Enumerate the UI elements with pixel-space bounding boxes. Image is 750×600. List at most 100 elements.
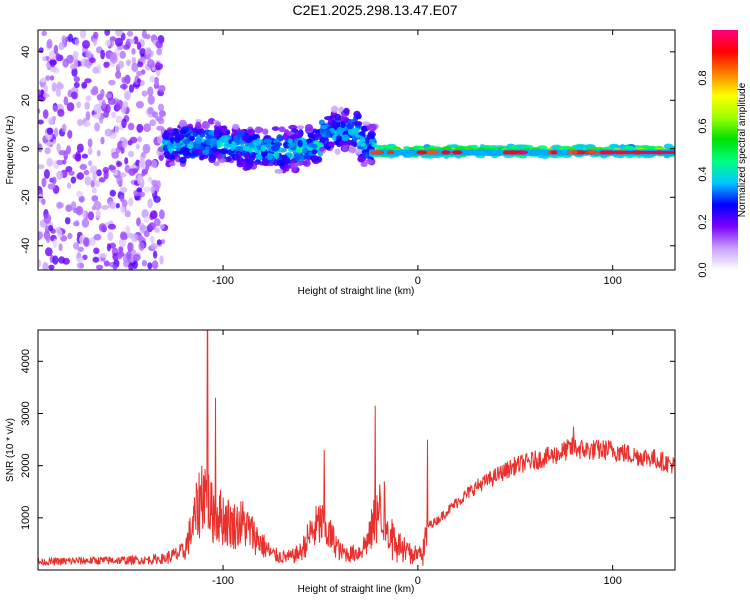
spectrogram-cell bbox=[43, 93, 50, 98]
spectrogram-cell bbox=[103, 260, 110, 267]
spectrogram-cell bbox=[156, 47, 163, 56]
spectrogram-cell bbox=[147, 59, 155, 68]
spectrogram-cell bbox=[42, 261, 49, 270]
spectrogram-cell bbox=[41, 198, 46, 205]
spectrogram-cell bbox=[159, 224, 165, 230]
spectrogram-cell bbox=[73, 76, 81, 83]
spectrogram-cell bbox=[283, 156, 291, 165]
spectrogram-cell bbox=[236, 150, 243, 159]
spectrogram-cell bbox=[207, 118, 216, 125]
spectrogram-cell bbox=[42, 109, 49, 119]
spectrogram-peak-cell bbox=[571, 150, 578, 155]
spectrogram-cell bbox=[210, 137, 218, 144]
spectrogram-cell bbox=[192, 150, 200, 156]
spectrogram-cell bbox=[52, 105, 58, 112]
snr-x-tick-label: 0 bbox=[415, 575, 421, 587]
spectrogram-cell bbox=[152, 111, 159, 118]
spectrogram-cell bbox=[352, 141, 358, 148]
spectrogram-cell bbox=[76, 172, 84, 180]
spectrogram-peak-cell bbox=[502, 150, 510, 155]
spectrogram-cell bbox=[137, 78, 141, 84]
spectrogram-cell bbox=[131, 56, 137, 65]
spectrogram-cell bbox=[92, 66, 99, 74]
spectrogram-cell bbox=[83, 237, 90, 247]
spectrogram-cell bbox=[66, 102, 75, 112]
spectrogram-cell bbox=[43, 169, 50, 179]
spectrogram-cell bbox=[52, 115, 57, 122]
spectrogram-cell bbox=[124, 74, 131, 85]
spectrogram-cell bbox=[157, 117, 165, 125]
spectrogram-cell bbox=[70, 176, 77, 184]
spectrogram-cell bbox=[72, 207, 81, 214]
spectrogram-cell bbox=[106, 243, 111, 252]
spectrogram-cell bbox=[52, 176, 57, 185]
spectrogram-cell bbox=[38, 164, 45, 170]
spectrogram-cell bbox=[121, 199, 128, 207]
spectrogram-cell bbox=[287, 143, 296, 148]
spectrogram-cell bbox=[147, 86, 154, 97]
spectrogram-cell bbox=[124, 210, 131, 218]
spectrogram-cell bbox=[127, 122, 135, 131]
spectrogram-cell bbox=[296, 125, 304, 130]
spectrogram-cell bbox=[115, 203, 120, 209]
spectrogram-cell bbox=[131, 233, 139, 243]
spectrogram-cell bbox=[112, 263, 118, 270]
spectrogram-cell bbox=[147, 94, 155, 105]
spectrogram-cell bbox=[270, 145, 280, 152]
spectrogram-cell bbox=[122, 100, 128, 109]
spectrogram-cell bbox=[85, 50, 92, 59]
spectrogram-cell bbox=[287, 138, 293, 144]
spectrogram-cell bbox=[67, 129, 73, 139]
spectrogram-cell bbox=[136, 123, 144, 133]
spectrogram-cell bbox=[41, 177, 47, 188]
spectrogram-cell bbox=[116, 161, 123, 167]
spectrogram-cell bbox=[108, 165, 116, 171]
spectrogram-cell bbox=[515, 144, 527, 149]
spectrogram-cell bbox=[334, 113, 342, 121]
spectrogram-cell bbox=[348, 146, 357, 154]
spectrogram-cell bbox=[143, 186, 151, 193]
colorbar-gradient bbox=[712, 30, 738, 270]
snr-series bbox=[38, 330, 675, 567]
spectrogram-cell bbox=[44, 147, 51, 155]
spectrogram-cell bbox=[135, 143, 140, 150]
spectrogram-cell bbox=[108, 79, 116, 86]
colorbar-tick-label: 0.8 bbox=[697, 70, 709, 85]
spectrogram-cell bbox=[121, 140, 128, 149]
spectrogram-cell bbox=[94, 122, 101, 132]
spectrogram-cell bbox=[58, 150, 66, 156]
spectrogram-cell bbox=[135, 101, 144, 109]
spectrogram-y-tick-label: 0 bbox=[20, 146, 32, 152]
spectrogram-cell bbox=[87, 147, 93, 156]
spectrogram-cell bbox=[347, 127, 357, 136]
spectrogram-cell bbox=[52, 238, 58, 248]
spectrogram-cell bbox=[68, 33, 73, 43]
spectrogram-cell bbox=[278, 126, 286, 133]
spectrogram-cell bbox=[215, 121, 222, 126]
spectrogram-cell bbox=[182, 147, 190, 155]
spectrogram-cell bbox=[116, 253, 123, 260]
spectrogram-cell bbox=[297, 139, 303, 148]
snr-y-tick-label: 1000 bbox=[20, 506, 32, 530]
spectrogram-cell bbox=[84, 176, 92, 186]
spectrogram-cell bbox=[149, 235, 155, 244]
spectrogram-cell bbox=[213, 161, 220, 167]
spectrogram-y-tick-label: -40 bbox=[20, 238, 32, 254]
spectrogram-cell bbox=[365, 158, 374, 165]
spectrogram-cell bbox=[111, 111, 117, 119]
spectrogram-cell bbox=[206, 139, 212, 146]
spectrogram-cell bbox=[249, 154, 256, 161]
spectrogram-cell bbox=[223, 138, 229, 145]
snr-y-ticks: 1000 2000 3000 4000 bbox=[20, 349, 675, 530]
spectrogram-cell bbox=[610, 144, 620, 149]
spectrogram-cell bbox=[56, 159, 65, 166]
spectrogram-cell bbox=[198, 145, 205, 151]
spectrogram-frame bbox=[37, 29, 676, 271]
spectrogram-cell bbox=[108, 223, 116, 230]
spectrogram-x-tick-label: 100 bbox=[603, 275, 621, 287]
spectrogram-cell bbox=[145, 165, 150, 171]
spectrogram-cell bbox=[340, 121, 346, 129]
spectrogram-cell bbox=[260, 144, 267, 152]
snr-panel: -100 0 100 1000 2000 3000 4000 Height of stra… bbox=[5, 329, 676, 595]
